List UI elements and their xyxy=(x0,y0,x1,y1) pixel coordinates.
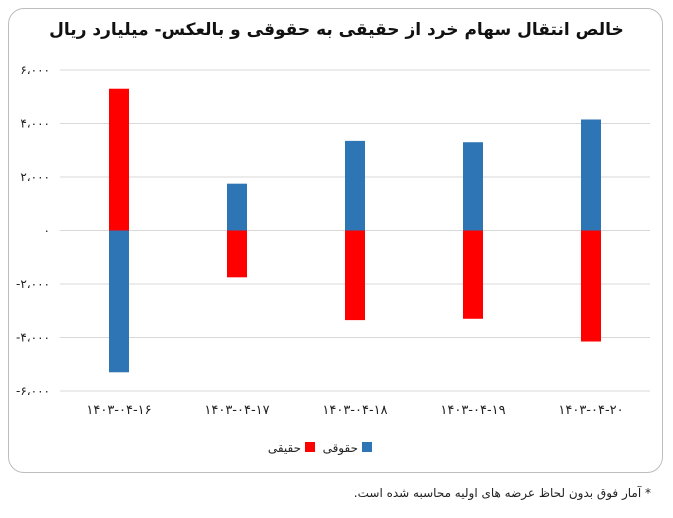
footnote: * آمار فوق بدون لحاظ عرضه های اولیه محاس… xyxy=(353,486,651,500)
y-tick-label: -۶،۰۰۰ xyxy=(16,384,50,398)
bar xyxy=(581,119,601,231)
bar xyxy=(463,142,483,231)
bar xyxy=(109,230,129,373)
y-tick-label: ۴،۰۰۰ xyxy=(20,117,50,131)
y-tick-label: ۲،۰۰۰ xyxy=(20,170,50,184)
y-tick-label: ۰ xyxy=(44,224,50,238)
legend-swatch xyxy=(362,442,372,452)
x-tick-label: ۱۴۰۳-۰۴-۱۹ xyxy=(440,403,505,418)
x-tick-label: ۱۴۰۳-۰۴-۱۸ xyxy=(322,403,387,418)
chart-title: خالص انتقال سهام خرد از حقیقی به حقوقی و… xyxy=(49,20,624,40)
legend-label: حقوقی xyxy=(323,441,358,456)
y-tick-label: -۲،۰۰۰ xyxy=(16,277,50,291)
x-tick-label: ۱۴۰۳-۰۴-۲۰ xyxy=(558,403,623,418)
bar xyxy=(581,230,601,342)
bar xyxy=(109,88,129,231)
legend-label: حقیقی xyxy=(268,441,301,455)
x-tick-label: ۱۴۰۳-۰۴-۱۷ xyxy=(204,403,269,418)
bar xyxy=(345,230,365,321)
bar xyxy=(463,230,483,319)
y-tick-label: -۴،۰۰۰ xyxy=(16,331,50,345)
y-tick-label: ۶،۰۰۰ xyxy=(20,63,50,77)
legend-swatch xyxy=(305,442,315,452)
x-tick-label: ۱۴۰۳-۰۴-۱۶ xyxy=(86,403,151,418)
bar xyxy=(227,230,247,278)
bar xyxy=(345,140,365,231)
bar xyxy=(227,183,247,231)
